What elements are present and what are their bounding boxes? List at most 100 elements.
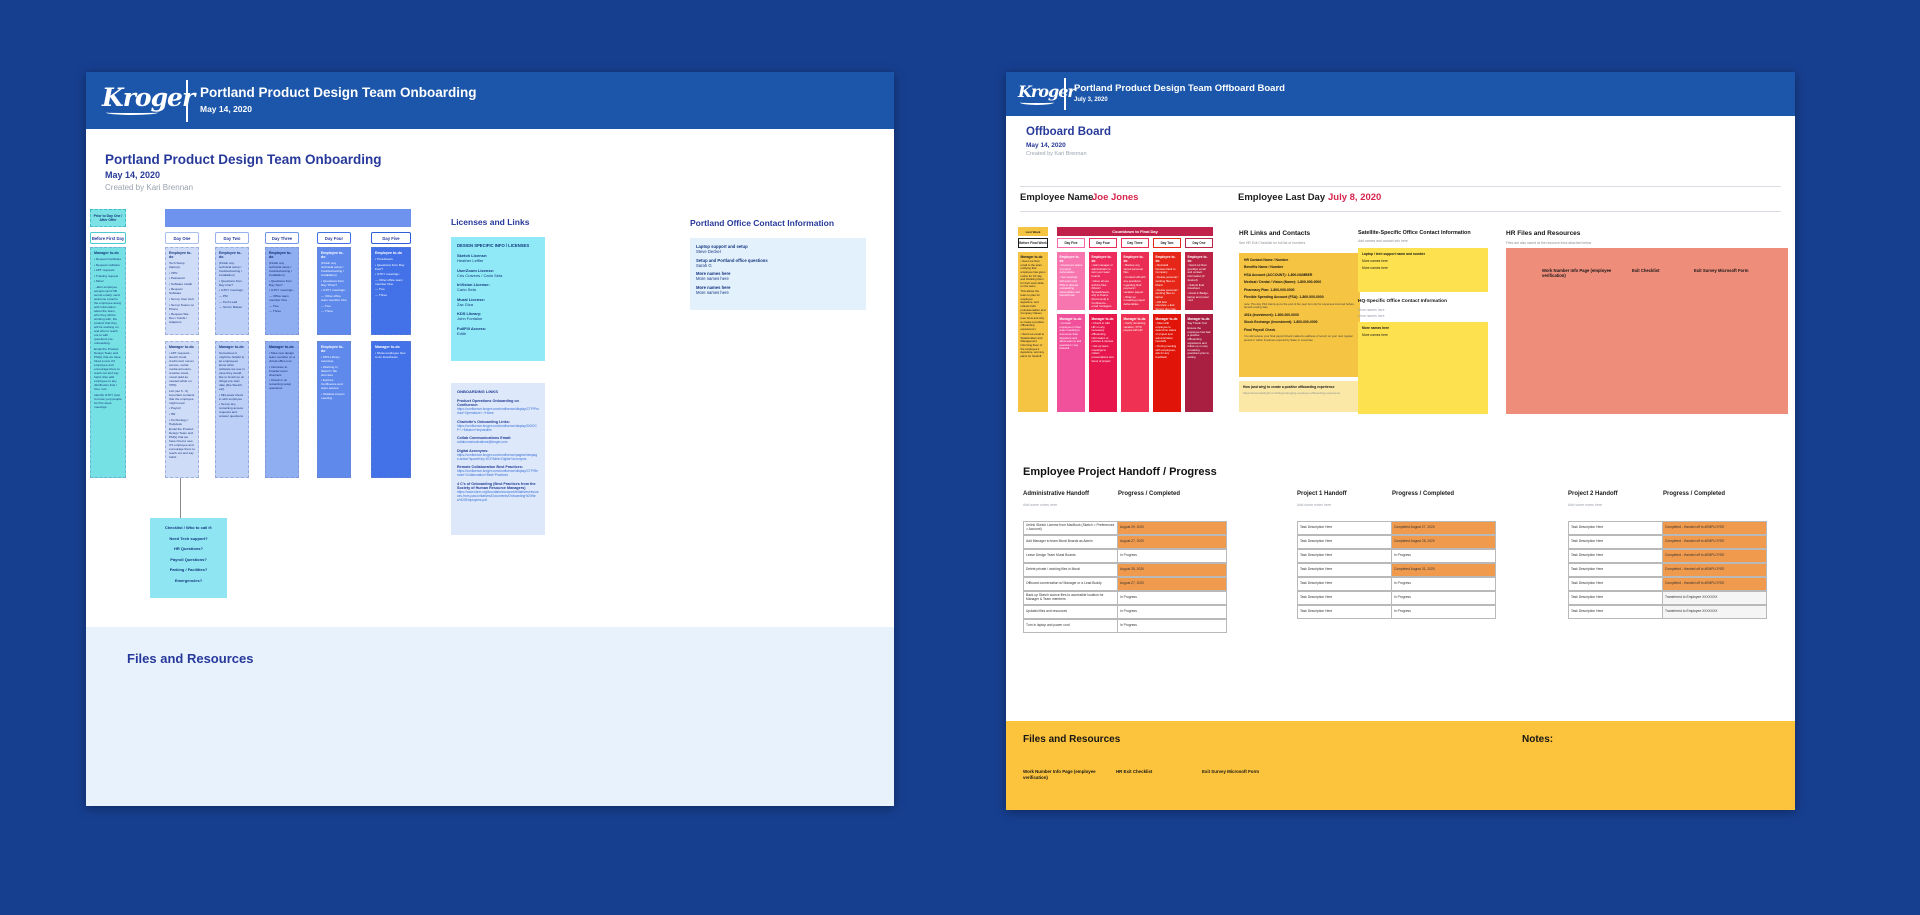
hq-sticky-line: More names here bbox=[1362, 326, 1390, 330]
sticky-note: Manager to-do Sometimes it might be helpf… bbox=[215, 341, 249, 478]
sticky-line: • KDS Library overview bbox=[321, 355, 340, 364]
connector-line bbox=[180, 478, 181, 518]
sticky-note: Manager to-do • Take new design team memb… bbox=[265, 341, 299, 478]
sticky-note: Employee to-do • Reinstall licenses back … bbox=[1153, 252, 1181, 310]
sticky-line: • During meeting with employees, ask for… bbox=[1155, 344, 1177, 360]
sticky-line: • VPN bbox=[169, 270, 178, 275]
task-cell: Delete private / working files in Mural bbox=[1023, 563, 1118, 577]
notes-label: Notes: bbox=[1522, 734, 1554, 745]
sticky-line: • Request Software bbox=[169, 287, 183, 296]
sticky-line: • Send out email to Stakeholders and Man… bbox=[1020, 332, 1045, 358]
link-label: Digital Acronyms: bbox=[457, 448, 489, 453]
checklist-line: Emergencies? bbox=[174, 577, 203, 583]
sticky-line: — Three bbox=[321, 309, 333, 314]
checklist-line: Parking / Facilities? bbox=[169, 567, 208, 572]
link-label: 4 C's of Onboarding (Best Practices from… bbox=[457, 481, 536, 490]
kroger-logo: Kroger bbox=[102, 83, 195, 112]
link-url[interactable]: https://www.shrm.org/foundation/ourwork/… bbox=[457, 489, 539, 502]
sticky-line: • Explore Confluence and team spaces bbox=[321, 378, 343, 391]
sticky-line: • Take new design team member on a virtu… bbox=[269, 351, 295, 364]
sticky-line: • Reinstall licenses back to Company bbox=[1155, 263, 1176, 275]
sticky-line: — PM bbox=[219, 293, 228, 298]
progress-cell: Completed - Handed off to #EMPLOYEE bbox=[1662, 521, 1767, 535]
sticky-line: • Show employee how to do timesheets bbox=[375, 351, 406, 360]
sticky-title: Manager to-do bbox=[1091, 316, 1114, 321]
table-title: Project 2 Handoff bbox=[1568, 491, 1618, 497]
sticky-line: • Password bbox=[169, 276, 185, 281]
hr-contact-line: 401k (Investment): 1-800-000-0000 bbox=[1244, 312, 1299, 317]
task-cell: Turn in laptop and power cord bbox=[1023, 619, 1118, 633]
sticky-line: Ensure the employee has had a positive o… bbox=[1187, 326, 1211, 360]
sticky-title: Employee to-do bbox=[321, 345, 344, 353]
link-label: Collab Communications Email: bbox=[457, 436, 512, 440]
sticky-line: (Finish any technical setup / troublesho… bbox=[321, 261, 344, 278]
satellite-contact-sticky: Laptop / tech support name and number Mor… bbox=[1358, 248, 1488, 292]
last-week-label: Last Week bbox=[1018, 227, 1048, 236]
onboarding-board-header: Kroger Portland Product Design Team Onbo… bbox=[86, 72, 894, 129]
created-by: Created by Kari Brennan bbox=[1026, 151, 1087, 157]
sticky-line: • Working in Sketch / file structure bbox=[321, 364, 338, 377]
satellite-line: Laptop / tech support name and number bbox=[1362, 252, 1426, 256]
onboarding-links-title: ONBOARDING LINKS bbox=[457, 389, 498, 394]
license-value: Carlo Seta bbox=[457, 287, 476, 292]
page-title: Portland Product Design Team Onboarding bbox=[105, 152, 382, 167]
sticky-line: • GTKY meetings: bbox=[219, 288, 244, 293]
table-note: Add some notes here bbox=[1297, 503, 1332, 507]
hr-contact-line: Medical / Dental / Vision (Name): 1-800-… bbox=[1244, 280, 1322, 285]
bottom-file-item[interactable]: HR Exit Checklist bbox=[1116, 769, 1153, 774]
sticky-line: — Three bbox=[375, 293, 387, 298]
task-cell: Task Description Here bbox=[1297, 549, 1392, 563]
license-value: Edith bbox=[457, 330, 467, 336]
sticky-title: Manager to-do bbox=[94, 251, 119, 255]
license-label: Sketch License: bbox=[457, 253, 488, 258]
created-by: Created by Kari Brennan bbox=[105, 183, 194, 192]
divider bbox=[1020, 211, 1781, 212]
sticky-line: (Finish any technical setup / troublesho… bbox=[219, 261, 242, 278]
progress-cell: Completed August 31, 2020 bbox=[1391, 563, 1496, 577]
bottom-file-item[interactable]: Work Number Info Page (employee verifica… bbox=[1023, 769, 1096, 780]
task-cell: Task Description Here bbox=[1568, 521, 1663, 535]
link-url[interactable]: https://confluence.kroger.com/confluence… bbox=[457, 452, 538, 461]
sticky-line: • Request Site Dev / Cards / Adapters bbox=[169, 312, 189, 325]
divider bbox=[1020, 186, 1781, 187]
bottom-file-item[interactable]: Exit Survey Microsoft Form bbox=[1202, 769, 1260, 774]
employee-name-value: Joe Jones bbox=[1092, 192, 1139, 203]
progress-cell: In Progress bbox=[1117, 605, 1227, 619]
hr-file-label[interactable]: Exit Checklist bbox=[1632, 268, 1660, 273]
task-cell: Leave Design Team Mural Boards bbox=[1023, 549, 1118, 563]
sticky-line: Email the Product Design Team and PM(s) … bbox=[94, 346, 121, 392]
hq-contact-sticky: More names here More names here bbox=[1358, 322, 1488, 414]
sticky-title: Manager to-do bbox=[375, 345, 400, 349]
files-heading: Files and Resources bbox=[127, 651, 254, 666]
link-url[interactable]: https://confluence.kroger.com/confluence… bbox=[457, 407, 539, 415]
hr-contact-line: note: The day FSA claims go to the end o… bbox=[1244, 301, 1354, 310]
hr-contact-line: Flexible Spending Account (FSA): 1-800-0… bbox=[1244, 295, 1324, 300]
pre-day-one-label: Prior to Day One / After Offer bbox=[90, 209, 126, 227]
progress-cell: Completed August 27, 2020 bbox=[1391, 521, 1496, 535]
hr-file-label[interactable]: Exit Survey Microsoft Form bbox=[1694, 268, 1749, 273]
link-url[interactable]: https://confluence.kroger.com/confluence… bbox=[457, 423, 537, 432]
progress-header: Progress / Completed bbox=[1663, 491, 1726, 497]
task-cell: Task Description Here bbox=[1297, 591, 1392, 605]
task-cell: Back up Sketch source files to accessibl… bbox=[1023, 591, 1118, 605]
sticky-line: • Mid-week check in with employee bbox=[219, 392, 244, 401]
sticky-title: Employee to-do bbox=[1091, 254, 1112, 263]
link-url[interactable]: https://confluence.kroger.com/confluence… bbox=[457, 469, 538, 477]
sticky-line: • Document status of project deliverable… bbox=[1059, 263, 1083, 275]
sticky-line: • Wrap up remaining project deliverables bbox=[1123, 294, 1145, 307]
sticky-line: • Timesheets bbox=[375, 257, 393, 261]
hr-file-label[interactable]: Work Number Info Page (employee verifica… bbox=[1542, 268, 1612, 279]
link-url[interactable]: collabcommunications@kroger.com bbox=[457, 440, 508, 444]
column-header: Day Four bbox=[317, 232, 351, 244]
task-cell: Task Description Here bbox=[1568, 563, 1663, 577]
hq-heading: HQ-Specific Office Contact Information bbox=[1358, 299, 1448, 304]
article-link[interactable]: https://www.saplinghr.com/blog/managing-… bbox=[1243, 390, 1341, 395]
employee-last-day-label: Employee Last Day bbox=[1238, 192, 1326, 203]
checklist-line: Checklist / Who to call if: bbox=[164, 525, 213, 530]
onboarding-links-box: ONBOARDING LINKS Product Operations Onbo… bbox=[451, 383, 545, 535]
sticky-note: Manager to-do Say Thank You! Ensure the em… bbox=[1185, 314, 1213, 412]
sticky-line: • Backup any stored personal files bbox=[1123, 263, 1143, 275]
hr-links-heading: HR Links and Contacts bbox=[1239, 230, 1311, 237]
onboarding-board: Kroger Portland Product Design Team Onbo… bbox=[86, 72, 894, 806]
sticky-title: Employee to-do bbox=[1123, 254, 1144, 263]
